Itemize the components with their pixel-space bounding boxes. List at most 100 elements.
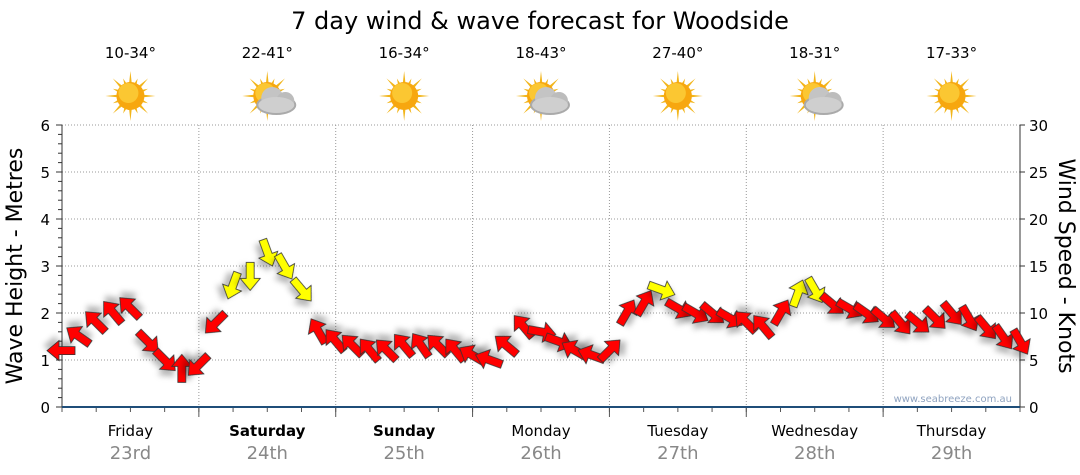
y-tick-label: 3 bbox=[40, 258, 50, 276]
y-axis-label: Wave Height - Metres bbox=[3, 148, 28, 385]
sun-ray bbox=[112, 78, 124, 89]
wind-arrow-shape bbox=[152, 347, 176, 372]
wind-arrow-shape bbox=[870, 305, 896, 328]
wind-arrow-shape bbox=[85, 311, 109, 335]
y-tick-label: 2 bbox=[40, 305, 50, 323]
sun-ray bbox=[402, 71, 406, 85]
wind-arrow-shape bbox=[888, 309, 911, 335]
sun-ray bbox=[797, 78, 808, 89]
sun-ray bbox=[789, 94, 803, 98]
temp-range: 10-34° bbox=[105, 44, 156, 62]
day-columns: 10-34° Friday 23rd 22-41° Saturday 24th 16-34°… bbox=[105, 44, 987, 464]
sun-ray bbox=[242, 94, 256, 98]
sun-ray bbox=[676, 107, 680, 121]
y2-tick-label: 0 bbox=[1029, 399, 1039, 417]
wind-arrow bbox=[835, 297, 863, 319]
y2-tick-label: 15 bbox=[1029, 258, 1048, 276]
temp-range: 27-40° bbox=[652, 44, 703, 62]
wind-arrow-shape bbox=[222, 270, 243, 300]
day-column-sunday: 16-34° Sunday 25th bbox=[373, 44, 436, 464]
cloud-part bbox=[258, 97, 295, 113]
wind-arrow bbox=[753, 315, 776, 341]
wind-arrow bbox=[788, 279, 809, 309]
wind-arrow bbox=[973, 314, 996, 340]
sun-ray bbox=[379, 94, 393, 98]
wind-arrow-shape bbox=[921, 305, 946, 329]
wind-arrow-shape bbox=[852, 301, 879, 324]
wind-arrow bbox=[103, 301, 126, 327]
y-tick-label: 6 bbox=[40, 117, 50, 135]
sun-ray bbox=[652, 94, 666, 98]
day-column-tuesday: 27-40° Tuesday 27th bbox=[646, 44, 708, 464]
wind-arrow bbox=[66, 326, 93, 348]
sun-ray bbox=[386, 103, 397, 114]
sun-ray bbox=[516, 94, 530, 98]
y-tick-label: 1 bbox=[40, 352, 50, 370]
grid bbox=[62, 124, 1020, 407]
sun-ray bbox=[676, 71, 680, 85]
wind-arrow-shape bbox=[289, 276, 312, 302]
sun-ray bbox=[128, 71, 132, 85]
wind-arrow-shape bbox=[66, 326, 93, 348]
wind-arrow bbox=[375, 339, 400, 364]
wind-arrow bbox=[187, 352, 212, 376]
cloud bbox=[256, 87, 297, 115]
wind-arrow bbox=[664, 297, 692, 319]
sun-highlight bbox=[392, 83, 413, 103]
day-label: Sunday bbox=[373, 422, 436, 440]
day-label: Saturday bbox=[229, 422, 306, 440]
wind-arrow-shape bbox=[973, 314, 996, 340]
wind-arrow bbox=[904, 310, 930, 333]
wind-arrow-shape bbox=[939, 299, 962, 325]
day-column-friday: 10-34° Friday 23rd bbox=[105, 44, 156, 464]
sun-ray bbox=[112, 103, 124, 114]
sun-icon bbox=[652, 71, 703, 121]
temp-range: 22-41° bbox=[242, 44, 293, 62]
wind-arrow bbox=[804, 275, 826, 304]
sun-ray bbox=[411, 78, 422, 89]
wind-arrow bbox=[615, 299, 638, 327]
cloud bbox=[530, 87, 570, 115]
sun-ray bbox=[402, 107, 406, 121]
cloud bbox=[803, 87, 844, 115]
wind-arrow bbox=[1009, 327, 1031, 355]
date-label: 23rd bbox=[110, 443, 151, 464]
sun-ray bbox=[963, 94, 977, 98]
wind-arrow-shape bbox=[394, 333, 417, 359]
wind-arrow-shape bbox=[204, 309, 229, 334]
partly-cloudy-icon bbox=[789, 71, 844, 121]
wind-arrow-shape bbox=[904, 310, 930, 333]
sun-ray bbox=[813, 71, 817, 85]
wind-arrow-shape bbox=[804, 275, 826, 304]
wind-arrow-shape bbox=[410, 333, 433, 360]
sun-icon bbox=[379, 71, 430, 121]
chart-title: 7 day wind & wave forecast for Woodside bbox=[291, 7, 789, 35]
wind-arrow-shape bbox=[375, 339, 400, 364]
wind-arrow bbox=[46, 339, 76, 362]
sun-ray bbox=[411, 103, 422, 114]
day-column-wednesday: 18-31° Wednesday 28th bbox=[771, 44, 858, 464]
wind-arrow bbox=[85, 311, 109, 335]
day-label: Monday bbox=[511, 422, 570, 440]
wind-arrow bbox=[646, 280, 676, 301]
sun-ray bbox=[142, 94, 156, 98]
wind-arrow bbox=[410, 333, 433, 360]
wind-arrow bbox=[939, 299, 962, 325]
date-label: 24th bbox=[247, 443, 288, 464]
sun-highlight bbox=[665, 83, 686, 103]
sun-ray bbox=[128, 107, 132, 121]
wind-arrow-shape bbox=[134, 328, 159, 353]
wind-arrow-shape bbox=[46, 339, 76, 362]
wind-arrow-shape bbox=[475, 348, 504, 370]
wind-arrow bbox=[596, 339, 621, 364]
wind-arrow-shape bbox=[119, 297, 143, 321]
wind-arrow-shape bbox=[1009, 327, 1031, 355]
wind-arrow-shape bbox=[239, 261, 262, 292]
temp-range: 17-33° bbox=[926, 44, 977, 62]
cloud-part bbox=[532, 97, 568, 113]
sun-ray bbox=[685, 78, 696, 89]
wind-arrow-shape bbox=[958, 303, 980, 332]
y2-tick-label: 25 bbox=[1029, 164, 1048, 182]
sun-ray bbox=[249, 78, 260, 89]
